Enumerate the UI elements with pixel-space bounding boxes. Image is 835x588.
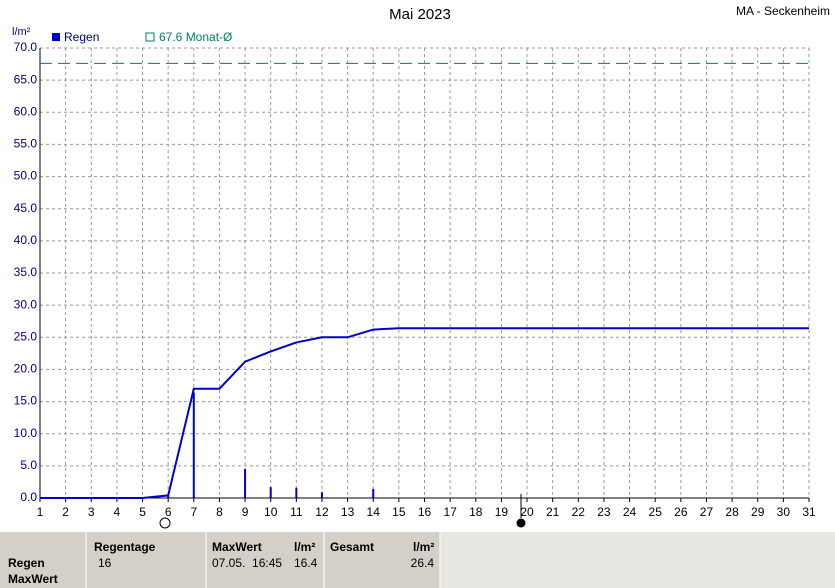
x-tick-label: 15 bbox=[392, 505, 406, 519]
x-tick-label: 23 bbox=[597, 505, 611, 519]
y-tick-label: 55.0 bbox=[14, 137, 38, 151]
y-tick-label: 30.0 bbox=[14, 297, 38, 311]
row-label: MaxWert bbox=[8, 572, 58, 586]
value: 26.4 bbox=[411, 556, 435, 570]
x-tick-label: 10 bbox=[264, 505, 278, 519]
plot: 0.0 5.0 10.0 15.0 20.0 25.0 30.0 35.0 40.0 45.0 50… bbox=[14, 40, 816, 519]
x-tick-label: 16 bbox=[418, 505, 432, 519]
legend-label: 67.6 Monat-Ø bbox=[159, 30, 232, 44]
x-tick-label: 5 bbox=[139, 505, 146, 519]
y-tick-label: 25.0 bbox=[14, 329, 38, 343]
header: Regentage bbox=[94, 540, 156, 554]
chart-title: Mai 2023 bbox=[389, 6, 451, 23]
x-tick-label: 26 bbox=[674, 505, 688, 519]
x-tick-label: 9 bbox=[242, 505, 249, 519]
x-tick-label: 12 bbox=[315, 505, 329, 519]
y-tick-label: 70.0 bbox=[14, 40, 38, 54]
x-tick-label: 18 bbox=[469, 505, 483, 519]
series-line bbox=[40, 327, 809, 499]
unit: l/m² bbox=[413, 540, 434, 554]
legend-swatch bbox=[52, 33, 60, 41]
background bbox=[0, 0, 835, 532]
row-label: Regen bbox=[8, 556, 45, 570]
x-tick-label: 7 bbox=[190, 505, 197, 519]
x-tick-label: 1 bbox=[37, 505, 44, 519]
y-tick-label: 20.0 bbox=[14, 362, 38, 376]
y-tick-label: 35.0 bbox=[14, 265, 38, 279]
x-tick-label: 22 bbox=[572, 505, 586, 519]
x-tick-label: 31 bbox=[802, 505, 816, 519]
x-tick-label: 6 bbox=[165, 505, 172, 519]
moon-new bbox=[159, 517, 171, 529]
date: 07.05. 16:45 bbox=[212, 556, 282, 570]
unit: l/m² bbox=[294, 540, 315, 554]
station: MA - Seckenheim bbox=[736, 4, 830, 18]
legend-swatch bbox=[145, 32, 155, 42]
x-tick-label: 19 bbox=[495, 505, 509, 519]
x-tick-label: 28 bbox=[725, 505, 739, 519]
value: 16 bbox=[98, 556, 112, 570]
x-tick-label: 30 bbox=[777, 505, 791, 519]
x-tick-label: 25 bbox=[649, 505, 663, 519]
x-tick-label: 17 bbox=[443, 505, 457, 519]
x-tick-label: 11 bbox=[290, 505, 303, 519]
x-tick-label: 29 bbox=[751, 505, 765, 519]
header: MaxWert bbox=[212, 540, 262, 554]
y-tick-label: 10.0 bbox=[14, 426, 38, 440]
y-tick-label: 40.0 bbox=[14, 233, 38, 247]
x-tick-label: 24 bbox=[623, 505, 637, 519]
y-tick-label: 5.0 bbox=[20, 458, 37, 472]
x-tick-label: 20 bbox=[520, 505, 534, 519]
y-tick-label: 0.0 bbox=[20, 490, 37, 504]
moon-full bbox=[516, 518, 526, 528]
y-tick-label: 15.0 bbox=[14, 394, 38, 408]
y-tick-label: 50.0 bbox=[14, 169, 38, 183]
x-tick-label: 8 bbox=[216, 505, 223, 519]
x-tick-label: 13 bbox=[341, 505, 355, 519]
x-tick-label: 3 bbox=[88, 505, 95, 519]
y-tick-label: 45.0 bbox=[14, 201, 38, 215]
x-tick-label: 4 bbox=[114, 505, 121, 519]
value: 16.4 bbox=[294, 556, 318, 570]
x-tick-label: 21 bbox=[546, 505, 560, 519]
x-tick-label: 14 bbox=[367, 505, 381, 519]
y-tick-label: 65.0 bbox=[14, 72, 38, 86]
x-tick-label: 2 bbox=[62, 505, 69, 519]
y-unit: l/m² bbox=[12, 26, 31, 38]
legend-label: Regen bbox=[64, 30, 99, 44]
panel-empty bbox=[440, 532, 835, 588]
summary-panel: Regen MaxWert Regentage 16 MaxWert l/m² … bbox=[0, 532, 835, 588]
y-tick-label: 60.0 bbox=[14, 104, 38, 118]
x-tick-label: 27 bbox=[700, 505, 714, 519]
header: Gesamt bbox=[330, 540, 374, 554]
